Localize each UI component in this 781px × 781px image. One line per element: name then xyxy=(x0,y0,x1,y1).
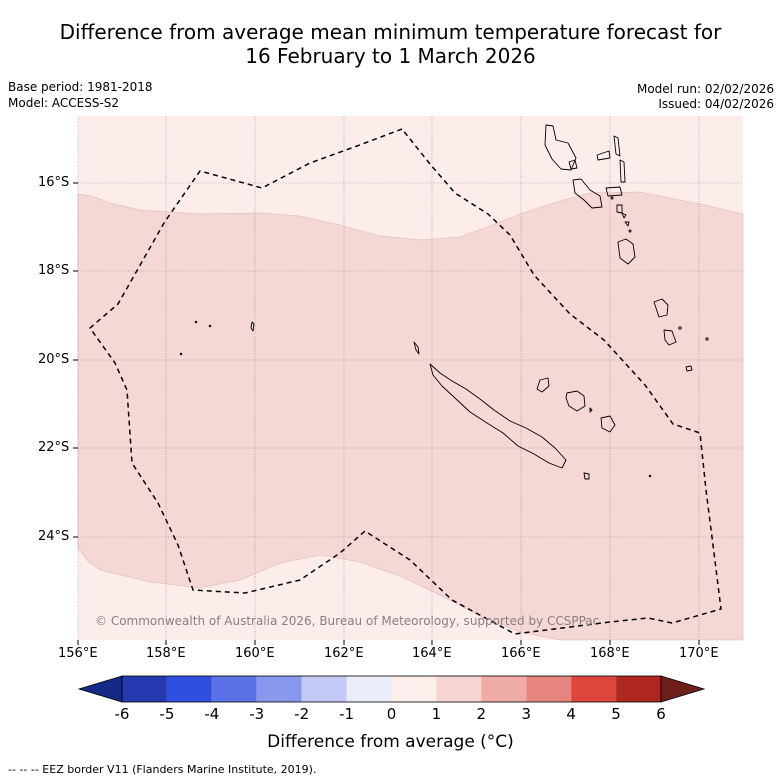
small-reef-2 xyxy=(208,324,212,328)
lon-label-162e: 162°E xyxy=(324,646,364,661)
eez-border xyxy=(88,128,722,635)
colorbar-frame xyxy=(121,675,662,703)
colorbar-bin xyxy=(122,676,167,702)
colorbar-tick-label: -1 xyxy=(339,705,355,723)
small-islet-vanuatu-1 xyxy=(628,229,632,233)
colorbar-title: Difference from average (°C) xyxy=(267,732,514,752)
coastlines xyxy=(179,320,652,480)
vanuatu-coastlines xyxy=(544,124,709,372)
anomaly-1-2-region xyxy=(77,191,744,641)
futuna-island xyxy=(678,326,682,330)
emae-island xyxy=(624,221,630,227)
erromango-island xyxy=(653,298,669,318)
colorbar-extend-high xyxy=(660,675,706,703)
base-period-text: Base period: 1981-2018 xyxy=(8,80,153,94)
colorbar-tick-label: 1 xyxy=(431,705,442,723)
tanna-island xyxy=(663,329,677,346)
colorbar-tick-label: 5 xyxy=(611,705,621,723)
colorbar-bin xyxy=(166,676,212,702)
colorbar-tick-label: -4 xyxy=(204,705,220,723)
colorbar-tick-label: 4 xyxy=(566,705,576,723)
lat-label-18s: 18°S xyxy=(38,263,70,278)
colorbar-tick-label: -2 xyxy=(294,705,310,723)
lon-label-156e: 156°E xyxy=(58,646,98,661)
colorbar-bin xyxy=(481,676,527,702)
lifou-island xyxy=(565,390,586,412)
colorbar-tick-label: 2 xyxy=(476,705,487,723)
grande-terre-island xyxy=(429,363,567,469)
lon-label-158e: 158°E xyxy=(146,646,186,661)
colorbar-bin xyxy=(256,676,302,702)
copyright-text: © Commonwealth of Australia 2026, Bureau… xyxy=(95,614,600,628)
pentecost-island xyxy=(619,159,626,183)
malakula-island xyxy=(572,178,603,209)
small-reef-1 xyxy=(194,320,198,324)
lat-label-16s: 16°S xyxy=(38,175,70,190)
issued-text: Issued: 04/02/2026 xyxy=(658,97,774,111)
lon-label-168e: 168°E xyxy=(590,646,630,661)
lon-label-170e: 170°E xyxy=(679,646,719,661)
eez-border-legend: -- -- -- EEZ border V11 (Flanders Marine… xyxy=(8,763,317,776)
maewo-island xyxy=(613,135,621,157)
colorbar-bin xyxy=(346,676,392,702)
lon-label-166e: 166°E xyxy=(501,646,541,661)
axis-ticks xyxy=(73,182,700,645)
ambae-island xyxy=(596,150,611,161)
colorbar-bin xyxy=(301,676,347,702)
colorbar-extend-low xyxy=(77,675,123,703)
lon-label-160e: 160°E xyxy=(235,646,275,661)
belep-islands xyxy=(413,341,420,355)
malo-island xyxy=(568,159,578,170)
chesterfield-islet xyxy=(250,321,255,332)
lon-label-164e: 164°E xyxy=(412,646,452,661)
colorbar xyxy=(77,675,706,703)
graticule xyxy=(77,116,743,640)
colorbar-bin xyxy=(391,676,437,702)
small-islet-vanuatu-2 xyxy=(610,196,614,200)
colorbar-tick-label: 0 xyxy=(386,705,397,723)
colorbar-tick-label: -5 xyxy=(159,705,175,723)
ambrym-island xyxy=(605,186,623,197)
ouvea-island xyxy=(536,377,550,393)
tiga-island xyxy=(589,407,593,413)
colorbar-tick-label: -6 xyxy=(114,705,130,723)
walpole-island xyxy=(648,474,652,478)
colorbar-bin xyxy=(616,676,661,702)
model-text: Model: ACCESS-S2 xyxy=(8,96,120,110)
map-title-line-2: 16 February to 1 March 2026 xyxy=(245,44,536,68)
lat-label-20s: 20°S xyxy=(38,352,70,367)
aneityum-island xyxy=(685,365,693,372)
colorbar-bin xyxy=(526,676,572,702)
small-reef-3 xyxy=(179,352,183,356)
efate-island xyxy=(617,238,636,265)
lat-label-24s: 24°S xyxy=(38,529,70,544)
shepherd-islands xyxy=(621,212,627,219)
ile-des-pins xyxy=(583,472,590,480)
lat-label-22s: 22°S xyxy=(38,440,70,455)
colorbar-tick-label: 6 xyxy=(656,705,666,723)
espiritu-santo-island xyxy=(544,124,577,171)
model-run-text: Model run: 02/02/2026 xyxy=(636,82,774,96)
colorbar-bin xyxy=(571,676,617,702)
colorbar-bin xyxy=(211,676,257,702)
colorbar-tick-label: 3 xyxy=(521,705,532,723)
colorbar-bin xyxy=(436,676,482,702)
aniwa-island xyxy=(705,337,709,341)
map-title-line-1: Difference from average mean minimum tem… xyxy=(59,20,722,44)
colorbar-tick-label: -3 xyxy=(249,705,265,723)
mare-island xyxy=(600,415,616,433)
